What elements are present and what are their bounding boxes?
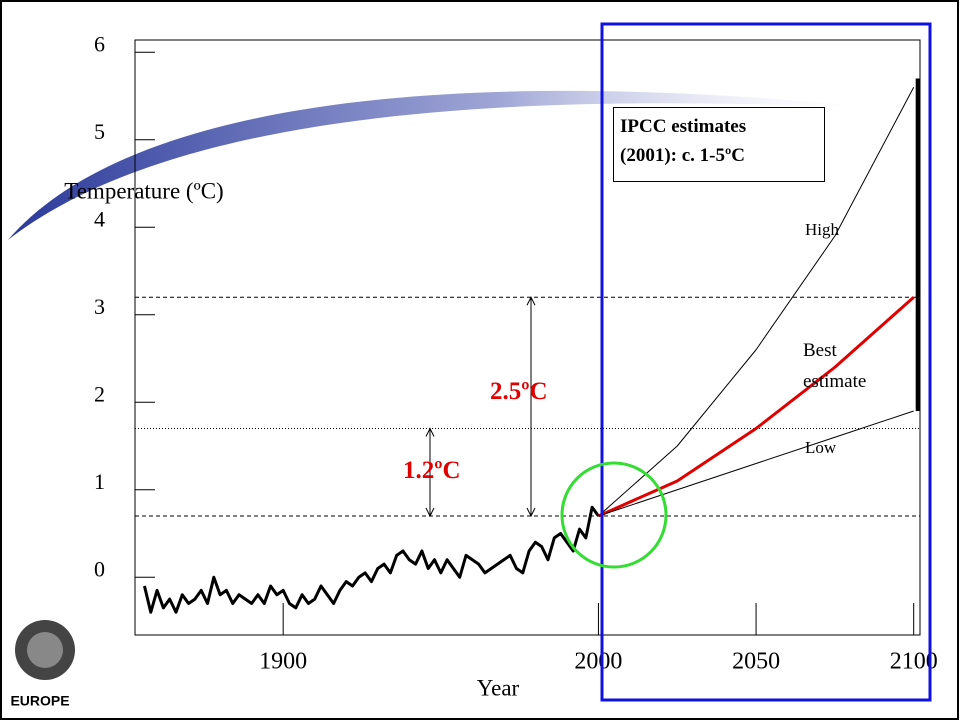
series-label: Low [805, 438, 836, 458]
series-line [598, 297, 913, 516]
series-label: Best estimate [803, 335, 893, 397]
series-line [144, 507, 598, 612]
warming-label: 1.2ºC [403, 457, 461, 485]
x-tick-label: 1900 [259, 649, 307, 675]
y-tick-label: 4 [94, 206, 105, 231]
ipcc-box: IPCC estimates (2001): c. 1-5ºC [613, 107, 825, 182]
who-logo: EUROPE [10, 620, 75, 709]
x-tick-label: 2050 [732, 649, 780, 675]
y-axis-label: Temperature (ºC) [64, 178, 223, 203]
x-axis-label: Year [477, 675, 520, 700]
slide: EUROPE Temperature (ºC) Year 0 1 2 3 4 5 6 1900… [0, 0, 960, 721]
y-tick-label: 1 [94, 469, 105, 494]
ipcc-line: IPCC estimates [620, 112, 818, 141]
x-tick-label: 2000 [574, 649, 622, 675]
y-tick-label: 5 [94, 119, 105, 144]
y-tick-label: 6 [94, 31, 105, 56]
ipcc-line: (2001): c. 1-5ºC [620, 141, 818, 170]
y-tick-label: 0 [94, 556, 105, 581]
x-tick-label: 2100 [890, 649, 938, 675]
y-tick-label: 2 [94, 381, 105, 406]
series-label: High [805, 220, 839, 240]
warming-label: 2.5ºC [490, 378, 548, 406]
y-tick-label: 3 [94, 294, 105, 319]
logo-text: EUROPE [10, 693, 69, 709]
